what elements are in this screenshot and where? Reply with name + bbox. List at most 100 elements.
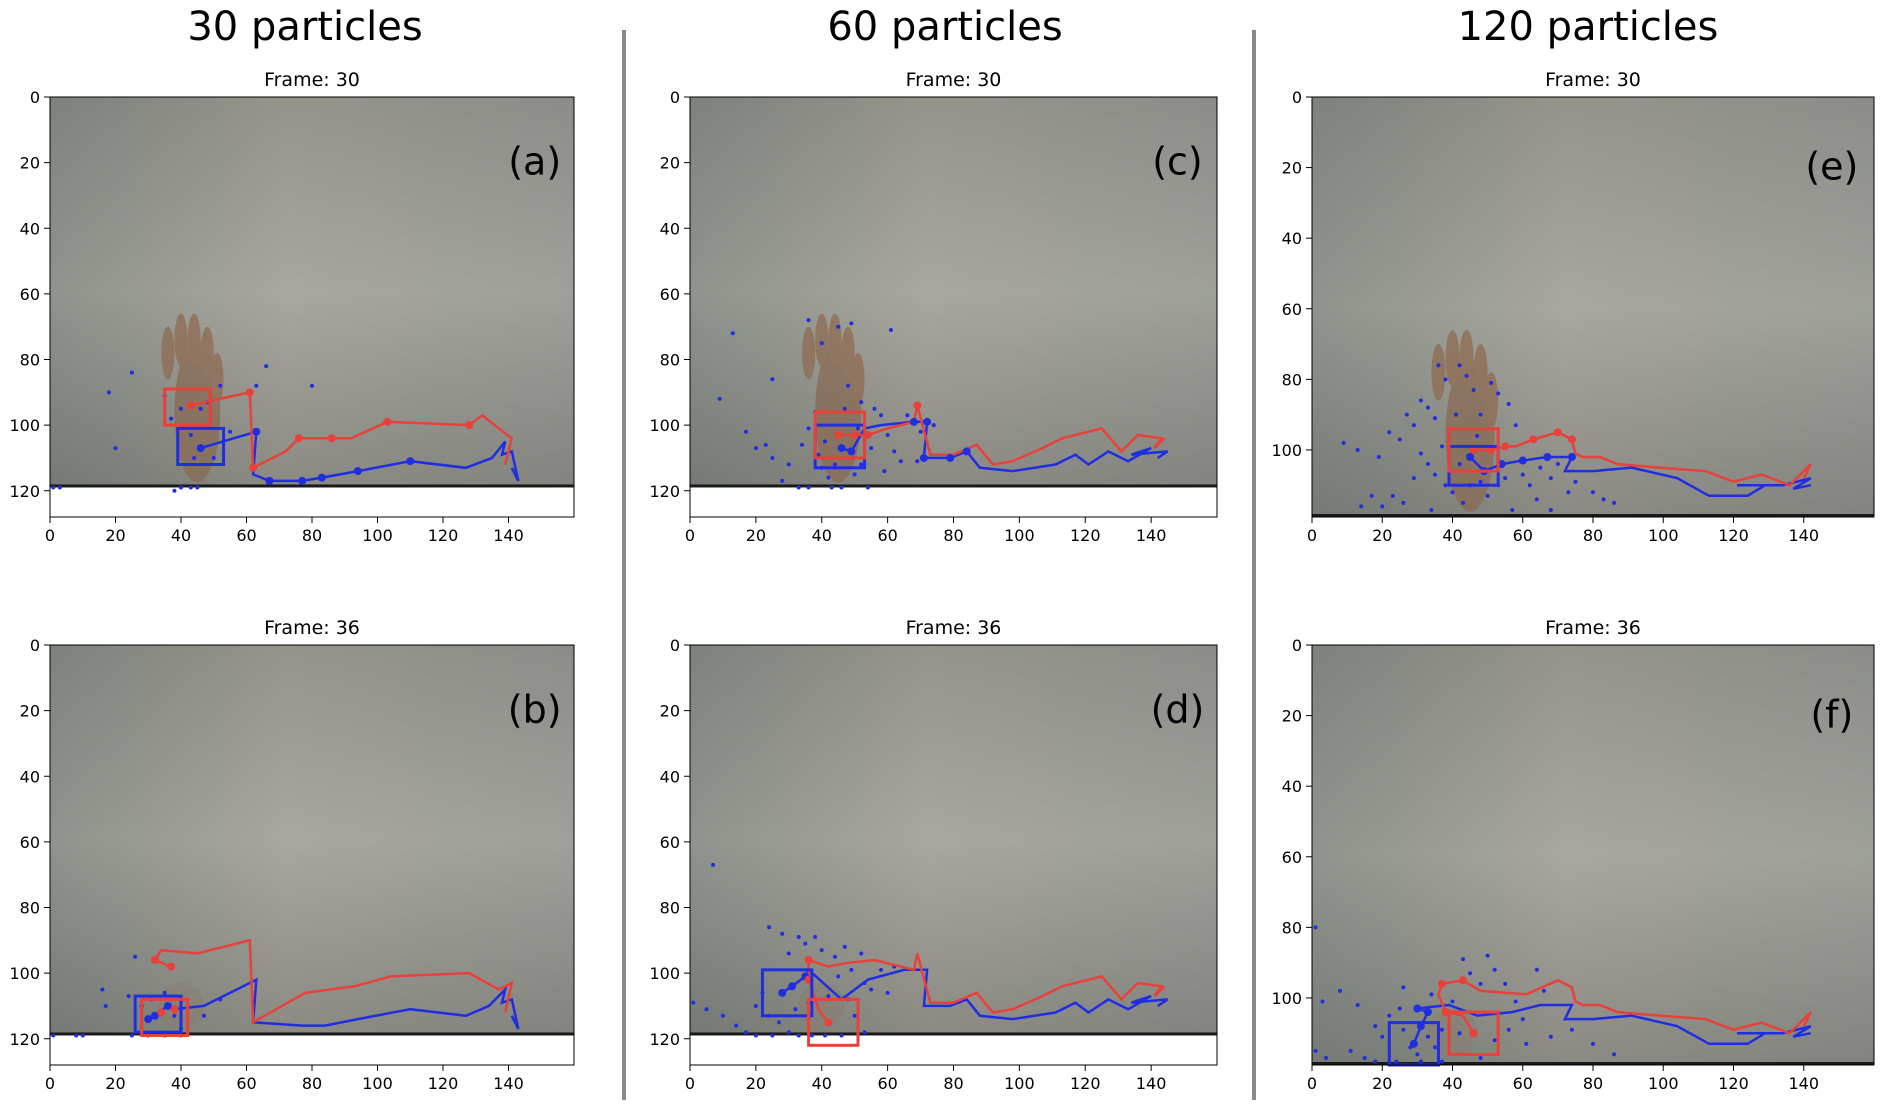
particle-point (113, 446, 118, 451)
particle-point (1348, 1048, 1353, 1053)
particle-point (793, 1007, 798, 1012)
y-tick-label: 60 (660, 833, 680, 852)
particle-point (786, 1030, 791, 1035)
x-tick-label: 20 (746, 1074, 766, 1093)
panel-label: (a) (508, 140, 561, 184)
particle-point (51, 485, 56, 490)
red-track-point (1441, 1008, 1450, 1017)
particle-point (1478, 981, 1483, 986)
x-tick-label: 140 (493, 1074, 524, 1093)
particle-point (915, 459, 920, 464)
particle-point (1506, 1027, 1511, 1032)
particle-point (1355, 1003, 1360, 1007)
particle-point (1492, 967, 1497, 972)
particle-point (770, 1033, 775, 1038)
finger (1431, 344, 1446, 401)
particle-point (1397, 437, 1402, 442)
finger (161, 326, 175, 380)
particle-point (1478, 1055, 1483, 1060)
particle-point (103, 1003, 108, 1008)
particle-point (1489, 380, 1494, 385)
particle-point (819, 948, 824, 953)
particle-point (885, 990, 890, 995)
particle-point (898, 459, 903, 464)
x-tick-label: 0 (1307, 526, 1317, 545)
x-tick-label: 60 (1513, 1074, 1533, 1093)
particle-point (1394, 1059, 1399, 1064)
x-tick-label: 60 (1513, 526, 1533, 545)
blue-track-point (144, 1015, 153, 1024)
red-track-point (1469, 1029, 1478, 1038)
blue-track-point (1409, 1039, 1418, 1048)
blue-track-point (1567, 453, 1576, 461)
y-tick-label: 100 (649, 964, 680, 983)
particle-point (839, 1033, 844, 1038)
particle-point (1380, 1034, 1385, 1039)
x-tick-label: 120 (1070, 526, 1101, 545)
panel-label: (d) (1151, 688, 1205, 732)
particle-point (849, 321, 854, 326)
blue-track-point (1466, 453, 1475, 461)
x-tick-label: 60 (236, 1074, 256, 1093)
hand-blur (798, 982, 845, 1029)
particle-point (162, 990, 167, 995)
panel-label: (f) (1810, 693, 1853, 737)
particle-point (780, 478, 785, 483)
particle-point (169, 416, 174, 421)
particle-point (1513, 999, 1518, 1004)
blue-track-point (1413, 1004, 1422, 1013)
blue-track-point (1518, 456, 1527, 465)
particle-point (228, 429, 233, 434)
y-tick-label: 20 (1282, 159, 1302, 178)
x-tick-label: 120 (1718, 526, 1749, 545)
red-track-point (1501, 442, 1510, 451)
y-tick-label: 40 (660, 767, 680, 786)
particle-point (254, 383, 259, 388)
red-bounding-box (163, 387, 212, 427)
particle-point (842, 406, 847, 411)
finger (841, 326, 855, 380)
particle-point (1461, 957, 1466, 962)
particle-point (823, 1033, 828, 1038)
particle-point (813, 935, 818, 940)
y-tick-label: 60 (20, 833, 40, 852)
particle-point (1503, 476, 1508, 481)
particle-point (1439, 1027, 1444, 1032)
particle-point (1429, 992, 1434, 997)
y-tick-label: 80 (1282, 918, 1302, 937)
red-track-point (245, 388, 254, 397)
particle-point (1432, 1045, 1437, 1050)
particle-point (192, 455, 197, 460)
red-track-point (294, 434, 303, 443)
particle-point (862, 1030, 867, 1035)
particle-point (1401, 985, 1406, 990)
red-track-point (157, 1008, 166, 1017)
x-tick-label: 140 (1136, 526, 1167, 545)
particle-point (1461, 500, 1466, 505)
particle-point (869, 987, 874, 992)
particle-point (1320, 999, 1325, 1004)
particle-point (1324, 1055, 1329, 1060)
floor-edge (690, 1032, 1217, 1036)
particle-point (753, 446, 758, 451)
y-tick-label: 40 (20, 767, 40, 786)
x-tick-label: 60 (236, 526, 256, 545)
floor-edge (1312, 514, 1874, 517)
particle-point (796, 485, 801, 490)
x-tick-label: 0 (45, 1074, 55, 1093)
red-track-line (838, 405, 1166, 466)
particle-point (1503, 981, 1508, 986)
particle-point (767, 925, 772, 930)
particle-point (1387, 1013, 1392, 1018)
x-tick-label: 80 (943, 1074, 963, 1093)
scatter-plot: (d) 0 20 40 60 80 100 120 140 0 20 40 60 80 100 120 (649, 636, 1218, 1093)
y-tick-label: 80 (660, 899, 680, 918)
finger (210, 352, 224, 406)
red-track-point (1567, 435, 1576, 444)
particle-point (1443, 377, 1448, 382)
y-tick-label: 100 (1271, 441, 1302, 460)
y-tick-label: 80 (20, 351, 40, 370)
particle-point (1468, 971, 1473, 976)
particle-point (1338, 988, 1343, 993)
particle-point (1591, 1041, 1595, 1046)
